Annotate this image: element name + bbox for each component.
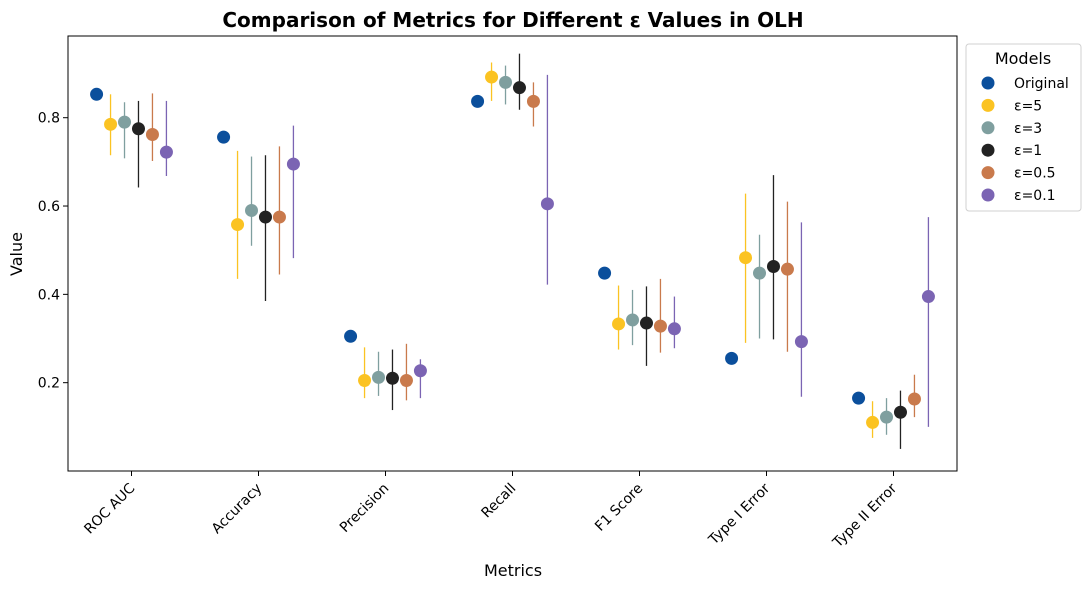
- data-point: [667, 322, 681, 336]
- y-tick-label: 0.2: [38, 376, 60, 392]
- x-tick-label: Precision: [337, 481, 392, 536]
- data-point: [413, 364, 427, 378]
- data-point: [794, 335, 808, 349]
- legend-label: ε=1: [1014, 143, 1042, 159]
- data-point: [159, 145, 173, 159]
- data-point: [893, 405, 907, 419]
- data-point: [866, 415, 880, 429]
- legend-marker: [981, 188, 995, 202]
- legend-label: ε=3: [1014, 121, 1042, 137]
- data-point: [653, 319, 667, 333]
- legend-marker: [981, 98, 995, 112]
- data-point: [880, 410, 894, 424]
- y-tick-label: 0.6: [38, 199, 60, 215]
- legend-marker: [981, 166, 995, 180]
- x-tick-label: Recall: [478, 481, 519, 522]
- x-tick-label: Type II Error: [829, 480, 900, 551]
- chart-title: Comparison of Metrics for Different ε Va…: [222, 8, 803, 32]
- legend-marker: [981, 76, 995, 90]
- data-point: [145, 127, 159, 141]
- legend: Models Original ε=5 ε=3 ε=1 ε=0.5 ε=0.1: [965, 43, 1082, 212]
- data-point: [344, 329, 358, 343]
- data-point: [725, 351, 739, 365]
- data-point: [385, 371, 399, 385]
- data-point: [90, 87, 104, 101]
- legend-label: ε=5: [1014, 98, 1042, 114]
- data-point: [471, 94, 485, 108]
- data-point: [358, 373, 372, 387]
- data-point: [512, 81, 526, 95]
- legend-label: ε=0.5: [1014, 166, 1056, 182]
- data-point: [780, 262, 794, 276]
- legend-label: Original: [1014, 76, 1069, 92]
- data-point: [286, 157, 300, 171]
- data-point: [612, 317, 626, 331]
- y-tick-label: 0.4: [38, 287, 60, 303]
- data-point: [258, 210, 272, 224]
- data-point: [485, 70, 499, 84]
- x-tick-label: Accuracy: [209, 481, 266, 538]
- data-point: [231, 218, 245, 232]
- data-point: [217, 130, 231, 144]
- legend-label: ε=0.1: [1014, 188, 1056, 204]
- data-point: [118, 115, 132, 129]
- data-point: [131, 122, 145, 136]
- data-point: [921, 290, 935, 304]
- data-point: [526, 94, 540, 108]
- data-point: [499, 75, 513, 89]
- data-point: [852, 391, 866, 405]
- data-point: [639, 316, 653, 330]
- data-point: [272, 210, 286, 224]
- y-axis-label: Value: [7, 232, 26, 276]
- data-point: [626, 313, 640, 327]
- data-point: [907, 392, 921, 406]
- x-axis-label: Metrics: [484, 561, 542, 580]
- data-point: [245, 203, 259, 217]
- data-point: [372, 370, 386, 384]
- data-point: [104, 117, 118, 131]
- legend-marker: [981, 143, 995, 157]
- x-tick-label: F1 Score: [592, 481, 646, 535]
- data-point: [753, 266, 767, 280]
- data-point: [766, 260, 780, 274]
- data-point: [598, 266, 612, 280]
- legend-marker: [981, 121, 995, 135]
- legend-title: Models: [995, 49, 1051, 68]
- plot-area: [67, 35, 958, 472]
- data-point: [739, 251, 753, 265]
- legend-frame: [965, 43, 1082, 212]
- y-tick-label: 0.8: [38, 111, 60, 127]
- x-tick-label: ROC AUC: [81, 480, 138, 537]
- data-point: [399, 373, 413, 387]
- x-tick-label: Type I Error: [705, 480, 773, 548]
- data-point: [540, 197, 554, 211]
